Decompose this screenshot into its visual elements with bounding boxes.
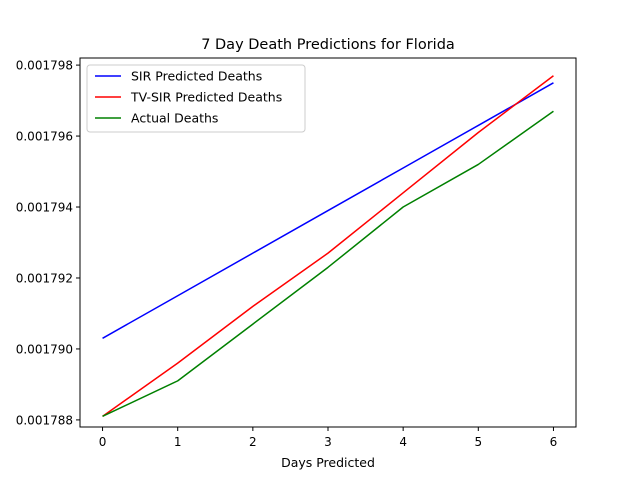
series-line-3 [102,110,554,418]
y-tick-label: 0.001790 [16,342,73,356]
series-line-2 [102,75,554,417]
y-tick-label: 0.001796 [16,130,73,144]
legend-label: TV-SIR Predicted Deaths [130,90,282,105]
y-tick-label: 0.001788 [16,413,73,427]
series-line-1 [102,82,554,339]
x-axis-label: Days Predicted [281,455,375,470]
series-layer [102,75,554,418]
y-tick-label: 0.001792 [16,271,73,285]
y-tick-label: 0.001794 [16,201,73,215]
legend-box [86,64,306,133]
x-tick-label: 1 [174,435,182,449]
legend-label: Actual Deaths [131,111,218,126]
y-tick-label: 0.001798 [16,59,73,73]
x-tick-label: 6 [550,435,558,449]
chart-title: 7 Day Death Predictions for Florida [201,37,455,53]
x-tick-label: 4 [399,435,407,449]
x-tick-label: 2 [249,435,257,449]
axis-layer: 0 1 2 3 4 5 6 0.001788 0.001790 0.001792 0.001794 0… [16,59,558,449]
legend: SIR Predicted Deaths TV-SIR Predicted Dea… [86,64,306,133]
x-tick-label: 0 [99,435,107,449]
legend-label: SIR Predicted Deaths [131,69,262,84]
x-tick-label: 5 [474,435,482,449]
x-tick-label: 3 [324,435,332,449]
